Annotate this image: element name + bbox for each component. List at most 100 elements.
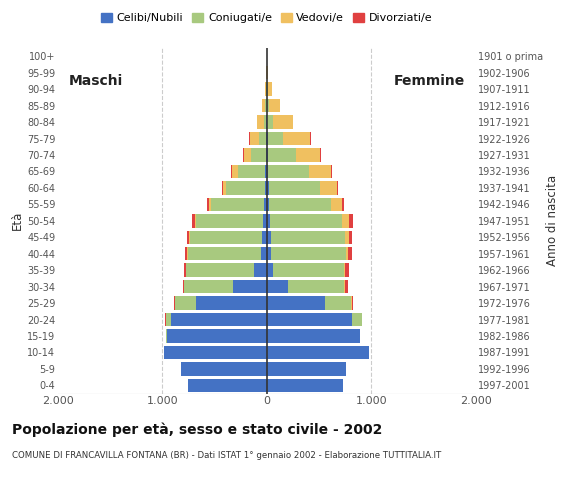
Bar [320,181,336,194]
Bar [267,132,283,145]
Bar [264,115,266,129]
Bar [209,198,211,211]
Bar [345,264,349,277]
Bar [187,230,189,244]
Bar [267,247,271,261]
Bar [267,346,369,359]
Bar [265,99,267,112]
Bar [222,181,223,194]
Bar [288,280,344,293]
Bar [184,280,233,293]
Bar [265,83,266,96]
Bar [254,264,267,277]
Bar [267,99,269,112]
Bar [186,264,254,277]
Bar [346,247,349,261]
Bar [349,247,352,261]
Bar [273,264,344,277]
Bar [309,165,331,178]
Bar [249,132,259,145]
Text: Maschi: Maschi [68,74,123,88]
Bar [184,247,187,261]
Bar [351,296,353,310]
Bar [264,198,267,211]
Bar [181,362,267,376]
Bar [193,214,195,228]
Text: Popolazione per età, sesso e stato civile - 2002: Popolazione per età, sesso e stato civil… [12,422,382,437]
Bar [267,66,269,79]
Bar [267,379,343,392]
Bar [238,165,265,178]
Bar [211,198,264,211]
Bar [271,247,346,261]
Bar [267,148,268,162]
Text: COMUNE DI FRANCAVILLA FONTANA (BR) - Dati ISTAT 1° gennaio 2002 - Elaborazione T: COMUNE DI FRANCAVILLA FONTANA (BR) - Dat… [12,451,441,460]
Bar [331,198,342,211]
Bar [262,230,267,244]
Bar [267,165,269,178]
Bar [196,214,263,228]
Bar [175,296,196,310]
Bar [165,313,171,326]
Bar [251,148,266,162]
Bar [267,198,269,211]
Bar [226,181,265,194]
Bar [336,181,338,194]
Bar [232,165,238,178]
Bar [166,329,267,343]
Bar [349,214,353,228]
Bar [342,214,349,228]
Bar [325,296,351,310]
Bar [171,313,267,326]
Bar [165,346,267,359]
Bar [271,230,345,244]
Bar [267,296,325,310]
Bar [267,214,270,228]
Bar [184,264,186,277]
Legend: Celibi/Nubili, Coniugati/e, Vedovi/e, Divorziati/e: Celibi/Nubili, Coniugati/e, Vedovi/e, Di… [97,9,437,28]
Bar [270,214,342,228]
Bar [269,198,331,211]
Bar [263,214,267,228]
Bar [244,148,251,162]
Bar [265,181,267,194]
Bar [267,362,346,376]
Bar [267,329,360,343]
Bar [283,132,310,145]
Bar [262,99,265,112]
Bar [207,198,209,211]
Bar [267,115,273,129]
Bar [267,264,273,277]
Bar [273,115,293,129]
Bar [267,280,288,293]
Bar [267,313,353,326]
Bar [344,264,345,277]
Bar [223,181,226,194]
Bar [233,280,267,293]
Bar [188,379,267,392]
Bar [190,230,262,244]
Bar [345,230,349,244]
Bar [331,165,332,178]
Y-axis label: Età: Età [11,211,24,230]
Bar [349,230,353,244]
Bar [261,247,267,261]
Bar [267,83,271,96]
Bar [259,132,266,145]
Bar [189,230,190,244]
Bar [269,181,320,194]
Bar [265,165,267,178]
Bar [188,247,261,261]
Bar [183,280,184,293]
Bar [266,148,267,162]
Bar [231,165,232,178]
Bar [345,280,347,293]
Bar [269,99,281,112]
Bar [269,165,309,178]
Bar [256,115,264,129]
Text: Femmine: Femmine [394,74,465,88]
Bar [196,296,267,310]
Bar [195,214,196,228]
Bar [267,181,269,194]
Y-axis label: Anno di nascita: Anno di nascita [546,175,559,266]
